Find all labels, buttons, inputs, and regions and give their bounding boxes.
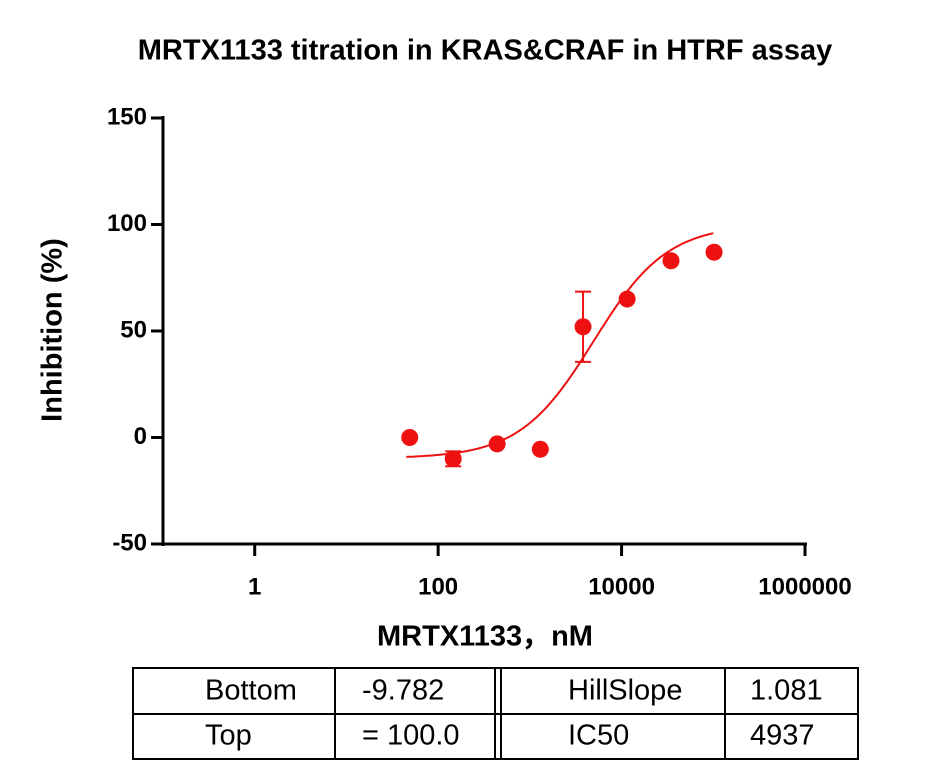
x-axis-label: MRTX1133，nM: [377, 621, 593, 653]
data-point: [488, 435, 506, 453]
table-cell: HillSlope: [568, 675, 682, 707]
table-text: Bottom -9.782 HillSlope 1.081 Top = 100.…: [205, 675, 823, 752]
x-tick-label: 1: [248, 573, 261, 600]
x-tick-label: 1000000: [758, 573, 851, 600]
data-point: [618, 290, 636, 308]
y-tick-label: -50: [112, 529, 147, 556]
y-tick-label: 150: [107, 103, 147, 130]
data-point: [531, 440, 549, 458]
table-cell: 4937: [750, 720, 815, 752]
x-tick-label: 10000: [588, 573, 655, 600]
y-tick-label: 50: [120, 316, 147, 343]
x-tick-label: 100: [418, 573, 458, 600]
y-axis-label: Inhibition (%): [37, 238, 69, 422]
y-tick-label: 0: [134, 423, 147, 450]
table-cell: IC50: [568, 720, 629, 752]
table-cell: -9.782: [362, 675, 444, 707]
table-cell: = 100.0: [362, 720, 460, 752]
fit-table: [132, 667, 859, 760]
data-point: [662, 252, 680, 270]
data-point: [705, 243, 723, 261]
table-cell: 1.081: [750, 675, 823, 707]
y-tick-label: 100: [107, 210, 147, 237]
data-point: [444, 450, 462, 468]
data-point: [401, 429, 419, 446]
data-point: [574, 318, 592, 336]
table-cell: Top: [205, 720, 252, 752]
chart-title: MRTX1133 titration in KRAS&CRAF in HTRF …: [138, 35, 833, 67]
table-cell: Bottom: [205, 675, 297, 707]
